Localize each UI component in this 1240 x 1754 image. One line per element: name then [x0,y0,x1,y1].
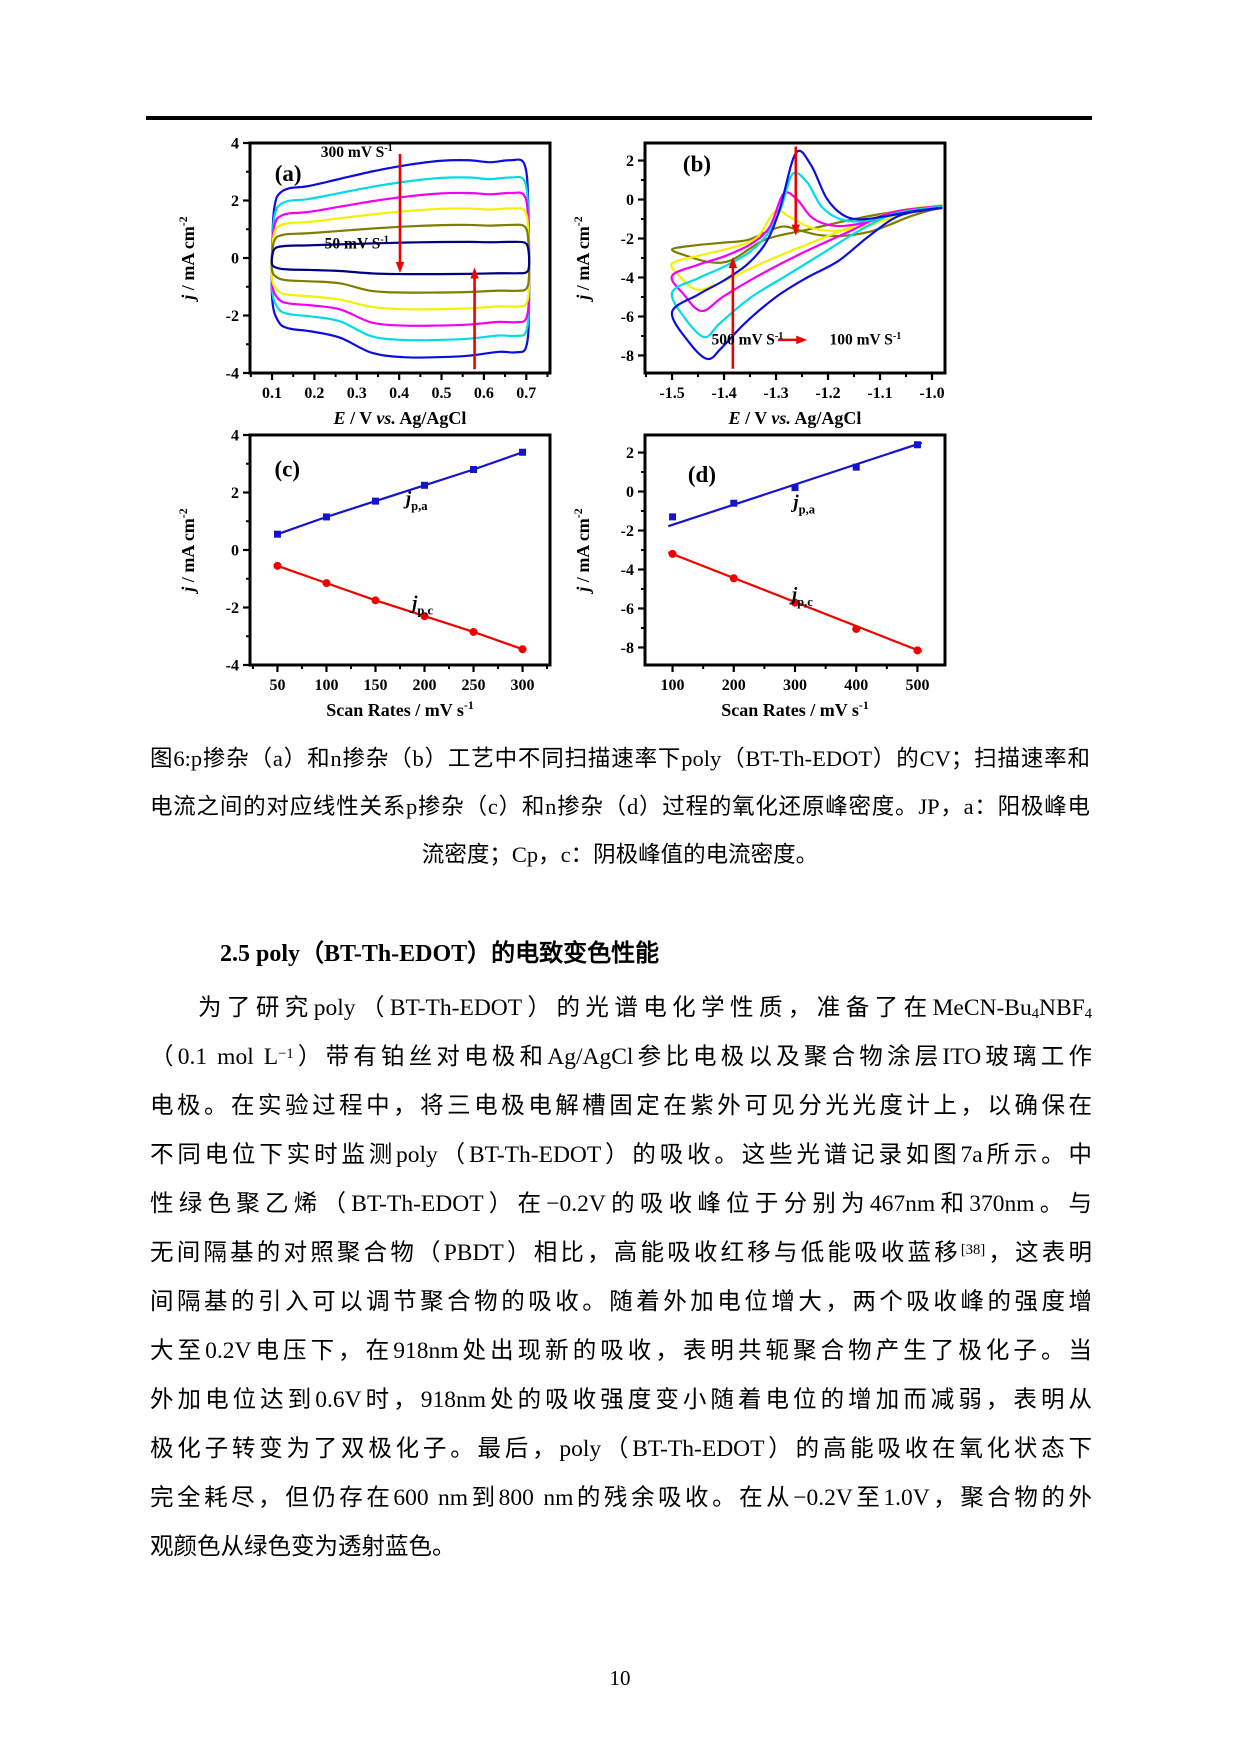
caption-line: 流密度；Cp，c：阴极峰值的电流密度。 [421,842,819,867]
svg-text:300: 300 [511,677,535,694]
body-line: 外加电位达到0.6V时，918nm处的吸收强度变小随着电位的增加而减弱，表明从 [150,1387,1092,1413]
svg-text:(b): (b) [683,151,711,176]
body-line: （0.1 mol L−1）带有铂丝对电极和Ag/AgCl参比电极以及聚合物涂层I… [150,1044,1092,1070]
body-line: 性绿色聚乙烯（BT-Th-EDOT）在−0.2V的吸收峰位于分别为467nm和3… [150,1191,1092,1217]
svg-text:0: 0 [626,484,634,501]
figure-caption: 图6:p掺杂（a）和n掺杂（b）工艺中不同扫描速率下poly（BT-Th-EDO… [150,735,1090,879]
svg-text:jp,a: jp,a [790,492,815,516]
peak-current-plot-p-doping: 50 100 150 200 250 300 -4 -2 0 2 4 Scan Rates / mV … [176,428,552,720]
cv-plot-n-doping: -1.5 -1.4 -1.3 -1.2 -1.1 -1.0 2 0 -2 -4 -6 -8 E / V … [571,141,947,428]
svg-text:0.4: 0.4 [389,385,409,402]
peak-current-plot-n-doping: 100 200 300 400 500 2 0 -2 -4 -6 -8 Scan Rates / mV… [571,433,947,720]
svg-text:0.1: 0.1 [262,385,282,402]
svg-text:500 mV S-1: 500 mV S-1 [711,331,783,349]
body-line: 极化子转变为了双极化子。最后，poly（BT-Th-EDOT）的高能吸收在氧化状… [150,1436,1092,1462]
svg-text:jp,c: jp,c [789,585,813,609]
page-number: 10 [609,1666,631,1690]
svg-text:300: 300 [783,677,807,694]
svg-text:jp,c: jp,c [409,593,433,617]
svg-text:j / mA cm-2: j / mA cm-2 [571,216,593,302]
svg-text:0: 0 [231,251,239,268]
body-line: 间隔基的引入可以调节聚合物的吸收。随着外加电位增大，两个吸收峰的强度增 [150,1289,1092,1315]
svg-text:200: 200 [722,677,746,694]
svg-text:-1.3: -1.3 [763,385,788,402]
svg-text:-2: -2 [621,523,634,540]
svg-text:-1.4: -1.4 [711,385,736,402]
svg-text:(c): (c) [274,457,300,482]
svg-text:(a): (a) [275,161,302,186]
svg-text:2: 2 [626,445,634,462]
caption-line: 图6:p掺杂（a）和n掺杂（b）工艺中不同扫描速率下poly（BT-Th-EDO… [150,746,1090,771]
svg-text:-1.1: -1.1 [867,385,892,402]
body-line: 为了研究poly（BT-Th-EDOT）的光谱电化学性质，准备了在MeCN-Bu… [198,995,1092,1022]
svg-text:200: 200 [413,677,437,694]
svg-text:300 mV S-1: 300 mV S-1 [321,143,393,161]
svg-text:0.2: 0.2 [304,385,324,402]
svg-text:2: 2 [231,485,239,502]
svg-text:150: 150 [363,677,387,694]
svg-text:0.6: 0.6 [474,385,494,402]
svg-text:0.3: 0.3 [347,385,367,402]
svg-text:-4: -4 [621,562,634,579]
svg-text:4: 4 [231,136,239,153]
cv-plot-p-doping: 0.1 0.2 0.3 0.4 0.5 0.6 0.7 -4 -2 0 2 4 E / V vs. Ag… [176,136,552,428]
svg-text:0: 0 [231,543,239,560]
svg-text:j / mA cm-2: j / mA cm-2 [176,216,198,302]
svg-text:-1.2: -1.2 [815,385,840,402]
svg-text:Scan Rates / mV s-1: Scan Rates / mV s-1 [326,698,474,720]
svg-text:2: 2 [231,193,239,210]
svg-text:50: 50 [269,677,285,694]
svg-text:j / mA cm-2: j / mA cm-2 [176,508,198,594]
svg-text:50 mV S-1: 50 mV S-1 [325,235,389,253]
svg-text:-2: -2 [226,600,239,617]
svg-text:2: 2 [626,153,634,170]
body-line: 无间隔基的对照聚合物（PBDT）相比，高能吸收红移与低能吸收蓝移[38]，这表明 [150,1240,1092,1266]
svg-text:-4: -4 [226,366,239,383]
svg-text:E / V vs. Ag/AgCl: E / V vs. Ag/AgCl [333,408,467,428]
section-heading: 2.5 poly（BT-Th-EDOT）的电致变色性能 [220,941,660,967]
svg-text:0.5: 0.5 [432,385,452,402]
svg-text:-8: -8 [621,640,634,657]
svg-text:250: 250 [462,677,486,694]
body-line: 完全耗尽，但仍存在600 nm到800 nm的残余吸收。在从−0.2V至1.0V… [150,1485,1092,1511]
caption-line: 电流之间的对应线性关系p掺杂（c）和n掺杂（d）过程的氧化还原峰密度。JP，a：… [150,794,1090,819]
svg-text:Scan Rates / mV s-1: Scan Rates / mV s-1 [721,698,869,720]
body-line: 大至0.2V电压下，在918nm处出现新的吸收，表明共轭聚合物产生了极化子。当 [150,1338,1092,1364]
svg-text:(d): (d) [688,462,716,487]
svg-text:-4: -4 [621,270,634,287]
svg-text:100: 100 [661,677,685,694]
svg-text:500: 500 [905,677,929,694]
svg-text:-8: -8 [621,348,634,365]
svg-text:4: 4 [231,428,239,445]
svg-text:-4: -4 [226,658,239,675]
svg-text:100: 100 [314,677,338,694]
body-paragraph: 为了研究poly（BT-Th-EDOT）的光谱电化学性质，准备了在MeCN-Bu… [150,984,1092,1572]
svg-text:jp,a: jp,a [403,489,428,513]
header-rule [146,116,1092,120]
svg-text:-1.0: -1.0 [919,385,944,402]
svg-text:400: 400 [844,677,868,694]
svg-text:-2: -2 [621,231,634,248]
svg-text:0.7: 0.7 [516,385,536,402]
svg-text:-6: -6 [621,601,634,618]
svg-text:j / mA cm-2: j / mA cm-2 [571,508,593,594]
body-line: 电极。在实验过程中，将三电极电解槽固定在紫外可见分光光度计上，以确保在 [150,1093,1092,1119]
body-line: 观颜色从绿色变为透射蓝色。 [150,1534,456,1560]
svg-text:-1.5: -1.5 [659,385,684,402]
svg-text:E / V vs. Ag/AgCl: E / V vs. Ag/AgCl [728,408,862,428]
body-line: 不同电位下实时监测poly（BT-Th-EDOT）的吸收。这些光谱记录如图7a所… [150,1142,1092,1168]
svg-text:0: 0 [626,192,634,209]
svg-text:100 mV S-1: 100 mV S-1 [829,331,901,349]
svg-text:-2: -2 [226,308,239,325]
svg-text:-6: -6 [621,309,634,326]
